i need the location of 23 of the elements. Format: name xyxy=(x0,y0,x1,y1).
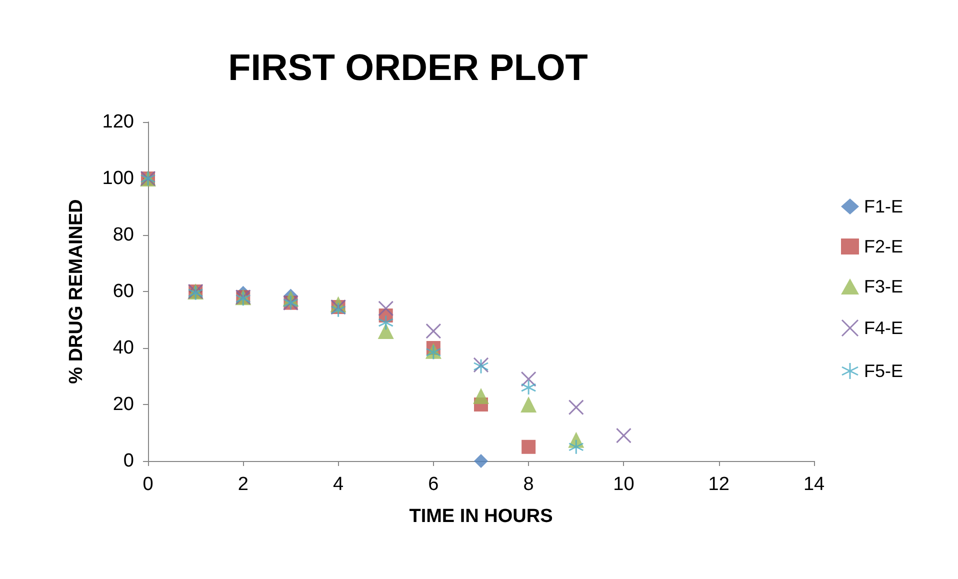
legend-label: F2-E xyxy=(864,236,904,256)
x-tick-label: 14 xyxy=(803,474,825,495)
x-tick-label: 2 xyxy=(238,474,248,495)
x-tick-label: 8 xyxy=(523,474,534,495)
x-tick-label: 12 xyxy=(708,474,730,495)
x-tick-label: 10 xyxy=(613,474,634,495)
legend-label: F4-E xyxy=(864,318,904,338)
y-tick-label: 80 xyxy=(112,224,134,246)
y-tick-label: 40 xyxy=(112,338,134,358)
y-axis-title: % DRUG REMAINED xyxy=(66,199,87,384)
legend-label: F5-E xyxy=(864,361,904,381)
y-tick-label: 0 xyxy=(123,450,134,472)
x-tick-label: 0 xyxy=(142,474,154,495)
chart-title: FIRST ORDER PLOT xyxy=(228,47,588,88)
y-tick-label: 100 xyxy=(102,168,134,189)
y-tick-label: 20 xyxy=(112,394,134,415)
y-tick-label: 60 xyxy=(112,281,134,302)
y-tick-label: 120 xyxy=(102,112,134,132)
x-axis-title: TIME IN HOURS xyxy=(409,506,553,527)
x-tick-label: 6 xyxy=(428,474,439,495)
legend-label: F1-E xyxy=(864,196,904,216)
legend-label: F3-E xyxy=(864,276,904,296)
x-tick-label: 4 xyxy=(332,474,344,495)
